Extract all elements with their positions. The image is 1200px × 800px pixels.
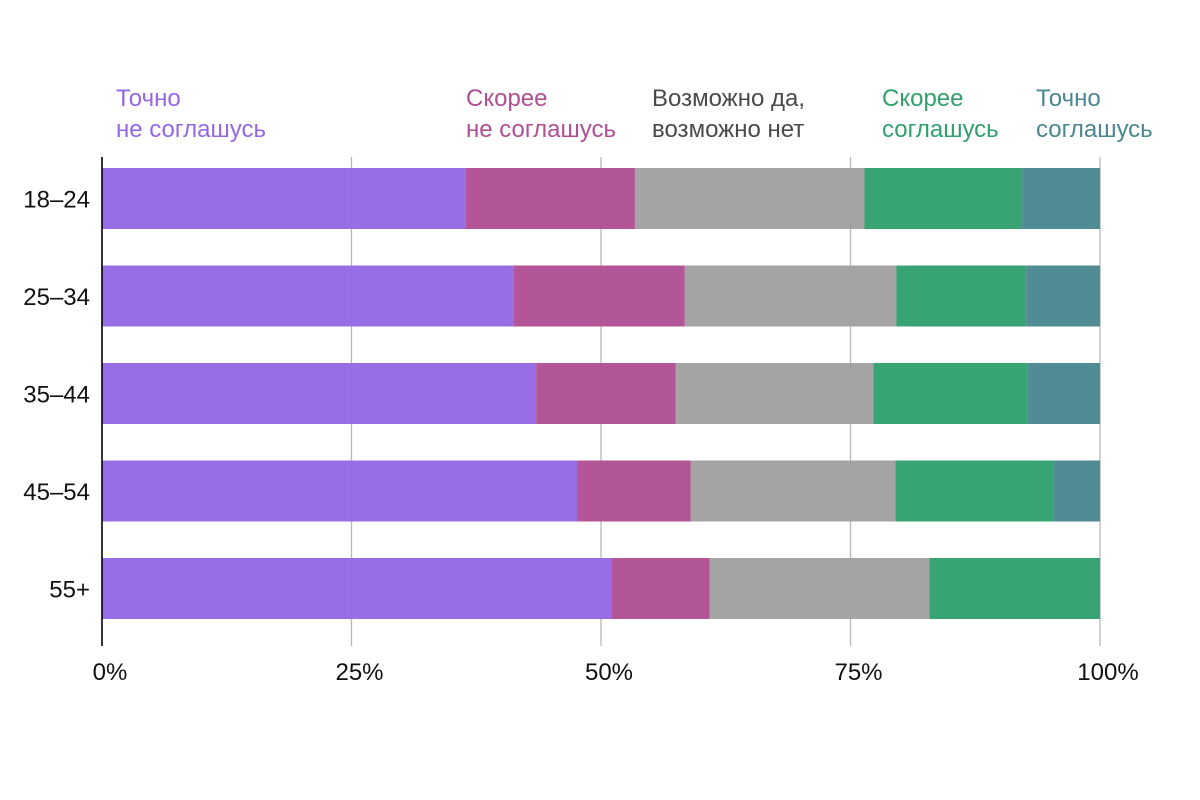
- legend-item: Точно не соглашусь: [116, 85, 266, 143]
- bar-segment-5-4: [929, 558, 1100, 619]
- bar-segment-2-3: [684, 265, 897, 327]
- bar-segment-1-4: [864, 168, 1023, 229]
- bar-segment-1-2: [465, 168, 635, 229]
- bar-segment-4-1: [102, 460, 578, 522]
- bar-segment-3-3: [675, 363, 874, 424]
- legend-item: Возможно да, возможно нет: [652, 85, 806, 143]
- bar-segment-4-3: [690, 460, 896, 522]
- bar-segment-3-1: [102, 363, 537, 424]
- legend-item: Точно соглашусь: [1036, 85, 1153, 143]
- bar-segment-4-5: [1053, 460, 1100, 522]
- bar-segment-5-3: [709, 558, 930, 619]
- x-tick-label: 25%: [335, 659, 383, 686]
- bar-segment-2-2: [513, 265, 685, 327]
- bar-segment-2-1: [102, 265, 514, 327]
- legend-item: Скорее не соглашусь: [466, 85, 616, 143]
- bar-segment-2-5: [1026, 265, 1100, 327]
- x-tick-label: 75%: [834, 659, 882, 686]
- bar-segment-5-2: [611, 558, 710, 619]
- bar-segment-1-5: [1022, 168, 1100, 229]
- bar-segment-2-4: [896, 265, 1027, 327]
- bar-segment-3-2: [536, 363, 676, 424]
- y-tick-label: 18–24: [23, 187, 90, 214]
- y-tick-label: 25–34: [23, 284, 90, 311]
- y-tick-label: 35–44: [23, 382, 90, 409]
- bar-segment-3-5: [1027, 363, 1100, 424]
- bar-segment-1-1: [102, 168, 466, 229]
- x-tick-label: 100%: [1077, 659, 1138, 686]
- y-tick-label: 45–54: [23, 479, 90, 506]
- x-tick-label: 0%: [93, 659, 128, 686]
- bar-segment-3-4: [873, 363, 1028, 424]
- x-tick-label: 50%: [585, 659, 633, 686]
- bar-segment-1-3: [634, 168, 865, 229]
- legend-item: Скорее соглашусь: [882, 85, 999, 143]
- y-tick-label: 55+: [49, 577, 90, 604]
- bar-segment-4-4: [895, 460, 1054, 522]
- bar-segment-5-1: [102, 558, 612, 619]
- bar-segment-4-2: [577, 460, 691, 522]
